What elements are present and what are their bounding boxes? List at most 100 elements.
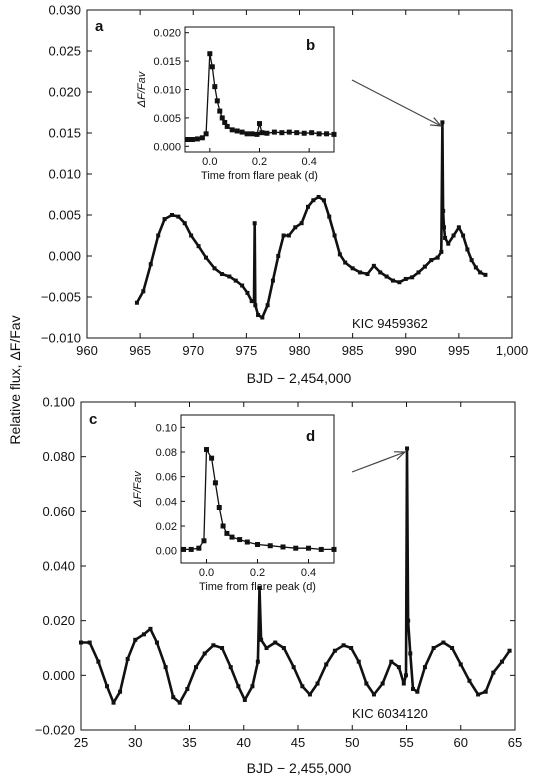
data-point-a bbox=[162, 217, 167, 222]
x-tick-label-c: 55 bbox=[399, 735, 413, 750]
data-point-a bbox=[245, 290, 250, 295]
inset-x-tick-label-d: 0.0 bbox=[199, 567, 214, 579]
x-tick-label-c: 45 bbox=[291, 735, 305, 750]
inset-panel-letter-d: d bbox=[306, 428, 315, 445]
data-point-c bbox=[441, 640, 446, 645]
data-point-a bbox=[293, 225, 298, 230]
shared-y-axis-label: Relative flux, ΔF/Fav bbox=[7, 315, 23, 444]
data-point-a bbox=[442, 225, 446, 230]
data-point-a bbox=[422, 264, 427, 269]
star-id-label-c: KIC 6034120 bbox=[352, 706, 428, 721]
inset-y-axis-label-d: ΔF/Fav bbox=[132, 470, 144, 508]
data-point-c bbox=[185, 687, 190, 691]
y-tick-label-a: 0.025 bbox=[48, 44, 81, 59]
data-point-a bbox=[182, 221, 187, 226]
inset-data-point-b bbox=[324, 131, 330, 137]
data-point-c bbox=[315, 681, 320, 686]
inset-data-point-b bbox=[229, 127, 235, 133]
inset-frame-d bbox=[180, 414, 335, 564]
inset-data-point-b bbox=[294, 130, 300, 136]
data-point-c bbox=[415, 689, 420, 694]
inset-x-tick-label-d: 0.4 bbox=[301, 567, 316, 579]
inset-data-point-b bbox=[316, 131, 322, 137]
data-point-a bbox=[306, 204, 310, 209]
data-point-c bbox=[281, 646, 286, 650]
inset-data-point-d bbox=[212, 480, 218, 486]
data-point-a bbox=[378, 270, 383, 275]
data-point-c bbox=[389, 659, 394, 664]
data-point-c bbox=[111, 700, 116, 705]
data-point-a bbox=[397, 280, 402, 285]
data-point-c bbox=[411, 687, 416, 691]
data-point-c bbox=[499, 659, 504, 664]
inset-data-point-d bbox=[306, 545, 311, 551]
inset-data-point-b bbox=[219, 115, 225, 121]
inset-y-tick-label-b: 0.005 bbox=[153, 113, 181, 125]
data-point-c bbox=[324, 662, 329, 667]
data-point-a bbox=[252, 299, 257, 304]
data-point-c bbox=[341, 643, 346, 648]
data-point-c bbox=[467, 678, 472, 683]
data-point-a bbox=[260, 315, 265, 320]
data-point-a bbox=[440, 120, 445, 125]
x-axis-label-a: BJD − 2,454,000 bbox=[247, 370, 352, 386]
data-point-a bbox=[435, 255, 440, 260]
x-tick-label-c: 25 bbox=[74, 735, 88, 750]
inset-data-point-d bbox=[204, 447, 209, 453]
panel-a-chart: 960 965 970 975 980 985 990 995 1,000 −0.010 −0.00… bbox=[41, 3, 528, 387]
y-tick-label-a: 0.005 bbox=[48, 208, 81, 223]
data-point-a bbox=[384, 274, 389, 279]
data-point-c bbox=[380, 681, 385, 686]
inset-y-tick-label-d: 0.00 bbox=[156, 546, 177, 558]
data-point-a bbox=[350, 266, 355, 271]
y-tick-label-c: 0.100 bbox=[42, 395, 75, 410]
data-point-a bbox=[299, 221, 304, 226]
inset-y-tick-label-b: 0.020 bbox=[153, 28, 181, 40]
data-point-c bbox=[171, 695, 176, 700]
x-tick-label-a: 985 bbox=[342, 343, 364, 358]
inset-data-point-b bbox=[301, 130, 307, 136]
data-point-a bbox=[371, 263, 376, 268]
data-point-c bbox=[257, 585, 262, 590]
inset-data-point-b bbox=[217, 108, 223, 114]
inset-data-point-d bbox=[237, 537, 243, 543]
inset-data-point-b bbox=[264, 130, 270, 136]
data-point-a bbox=[256, 313, 261, 318]
data-point-c bbox=[133, 637, 138, 642]
data-point-a bbox=[249, 299, 254, 304]
data-point-c bbox=[291, 665, 296, 670]
data-point-a bbox=[219, 272, 224, 277]
data-point-a bbox=[343, 260, 348, 265]
data-point-a bbox=[270, 278, 275, 283]
data-point-a bbox=[327, 214, 332, 219]
x-tick-label-c: 35 bbox=[182, 735, 196, 750]
data-point-a bbox=[141, 289, 146, 294]
data-point-a bbox=[227, 274, 232, 279]
inset-data-point-b bbox=[212, 84, 218, 90]
x-tick-label-a: 995 bbox=[448, 343, 470, 358]
data-point-c bbox=[364, 681, 369, 686]
data-point-a bbox=[429, 258, 434, 263]
y-tick-label-a: 0.010 bbox=[48, 167, 81, 182]
data-point-a bbox=[281, 233, 286, 238]
data-point-a bbox=[170, 213, 174, 217]
inset-data-point-b bbox=[203, 131, 209, 137]
data-point-a bbox=[365, 272, 370, 277]
inset-data-point-b bbox=[184, 137, 190, 142]
data-point-a bbox=[456, 225, 461, 230]
y-tick-label-a: 0.000 bbox=[48, 249, 81, 264]
inset-y-tick-label-b: 0.015 bbox=[153, 56, 181, 68]
inset-data-point-b bbox=[214, 98, 220, 104]
data-point-c bbox=[255, 659, 260, 664]
data-point-a bbox=[156, 233, 161, 238]
data-point-a bbox=[276, 254, 281, 258]
panel-letter-c: c bbox=[89, 411, 97, 428]
data-point-c bbox=[154, 640, 159, 645]
x-tick-label-a: 970 bbox=[182, 343, 204, 358]
inset-data-point-d bbox=[255, 542, 260, 547]
data-point-a bbox=[391, 278, 395, 283]
data-point-a bbox=[286, 233, 291, 238]
data-point-c bbox=[141, 632, 146, 637]
flare-arrow-c bbox=[351, 451, 406, 473]
